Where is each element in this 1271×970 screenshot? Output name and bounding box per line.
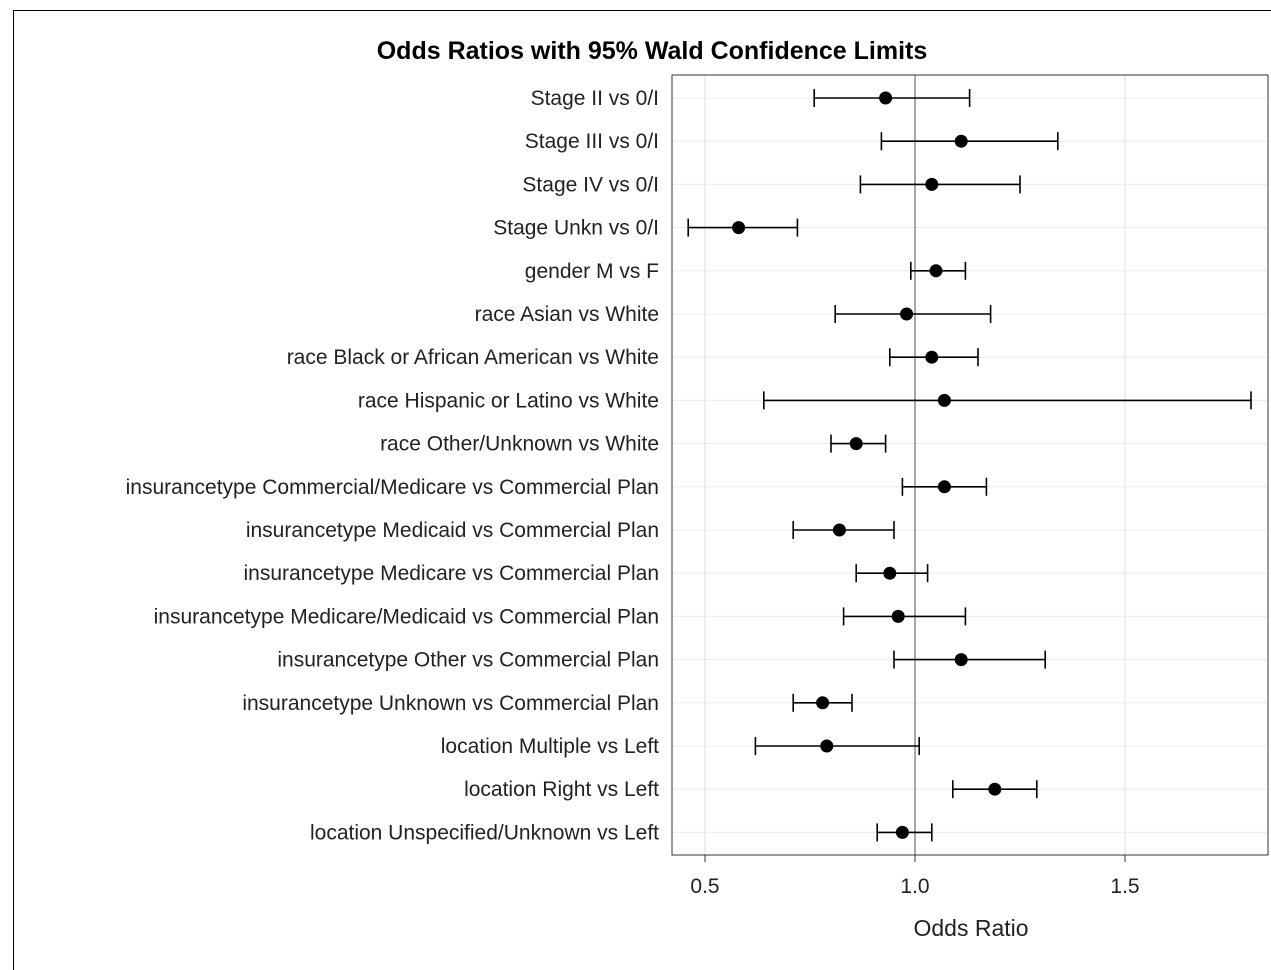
estimate-point: [955, 135, 968, 148]
estimate-point: [816, 696, 829, 709]
estimate-point: [833, 524, 846, 537]
estimate-point: [879, 92, 892, 105]
category-label: insurancetype Other vs Commercial Plan: [277, 649, 659, 672]
category-label: Stage II vs 0/I: [531, 87, 659, 110]
category-label: insurancetype Medicaid vs Commercial Pla…: [246, 519, 659, 542]
row-lines: [672, 98, 1268, 832]
x-tick-label: 1.0: [900, 875, 929, 898]
category-label: gender M vs F: [525, 260, 659, 283]
estimate-point: [732, 221, 745, 234]
estimate-point: [883, 567, 896, 580]
confidence-intervals: [688, 89, 1251, 841]
estimate-point: [896, 826, 909, 839]
estimate-point: [850, 437, 863, 450]
category-label: Stage Unkn vs 0/I: [493, 217, 659, 240]
x-axis-label: Odds Ratio: [913, 915, 1028, 941]
category-label: insurancetype Commercial/Medicare vs Com…: [126, 476, 659, 499]
plot-area-frame: [672, 75, 1268, 855]
category-label: race Hispanic or Latino vs White: [358, 389, 659, 412]
category-label: race Other/Unknown vs White: [380, 433, 659, 456]
category-label: location Right vs Left: [464, 778, 659, 801]
x-axis-ticks: 0.5 1.0 1.5: [690, 855, 1139, 898]
estimate-point: [930, 264, 943, 277]
estimate-point: [955, 653, 968, 666]
estimate-point: [938, 480, 951, 493]
estimate-point: [938, 394, 951, 407]
estimate-point: [925, 351, 938, 364]
category-label: location Unspecified/Unknown vs Left: [310, 821, 659, 844]
estimate-point: [892, 610, 905, 623]
estimate-point: [925, 178, 938, 191]
category-label: Stage IV vs 0/I: [522, 173, 659, 196]
estimate-point: [900, 308, 913, 321]
category-label: race Asian vs White: [475, 303, 659, 326]
category-label: insurancetype Unknown vs Commercial Plan: [242, 692, 659, 715]
chart-title: Odds Ratios with 95% Wald Confidence Lim…: [377, 37, 928, 65]
category-labels: Stage II vs 0/I Stage III vs 0/I Stage IV …: [126, 87, 660, 844]
x-tick-label: 0.5: [690, 875, 719, 898]
category-label: insurancetype Medicare/Medicaid vs Comme…: [154, 605, 659, 628]
category-label: insurancetype Medicare vs Commercial Pla…: [244, 562, 660, 585]
category-label: race Black or African American vs White: [287, 346, 659, 369]
category-label: Stage III vs 0/I: [525, 130, 659, 153]
estimate-point: [988, 783, 1001, 796]
x-tick-label: 1.5: [1110, 875, 1139, 898]
estimate-point: [820, 740, 833, 753]
category-label: location Multiple vs Left: [441, 735, 659, 758]
